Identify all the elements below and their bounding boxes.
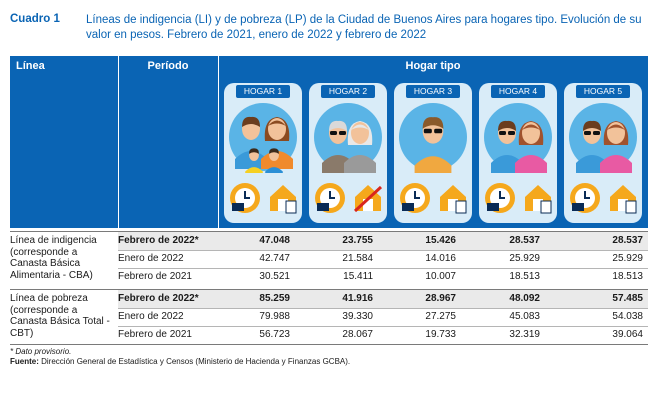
value-cell-hogar-2: 39.330 xyxy=(342,311,373,322)
clock-icon xyxy=(313,181,347,220)
household-icons xyxy=(566,179,640,219)
value-cell-hogar-3: 10.007 xyxy=(425,271,456,282)
table-bottom-border xyxy=(10,344,648,345)
value-cell-hogar-1: 42.747 xyxy=(259,253,290,264)
household-panel-3: HOGAR 3 xyxy=(394,83,472,223)
value-cell-hogar-2: 23.755 xyxy=(342,235,373,246)
clock-icon xyxy=(228,181,262,220)
source-text: Dirección General de Estadística y Censo… xyxy=(41,357,351,366)
value-cell-hogar-3: 28.967 xyxy=(425,293,456,304)
row-group-label: Línea de indigencia (corresponde a Canas… xyxy=(10,235,97,281)
header-hogar-tipo: Hogar tipo xyxy=(218,56,648,76)
value-cell-hogar-1: 56.723 xyxy=(259,329,290,340)
value-cell-hogar-3: 27.275 xyxy=(425,311,456,322)
household-members-illustration xyxy=(399,103,467,173)
header-household-panels: HOGAR 1 HOGAR 2 HOGAR 3 HOGAR 4 HOGAR 5 xyxy=(218,76,648,228)
clock-icon xyxy=(483,181,517,220)
household-members-illustration xyxy=(569,103,637,173)
caption-title: Líneas de indigencia (LI) y de pobreza (… xyxy=(86,14,642,41)
household-members-illustration xyxy=(314,103,382,173)
row-divider xyxy=(118,250,648,251)
row-divider xyxy=(118,326,648,327)
value-cell-hogar-5: 57.485 xyxy=(612,293,643,304)
household-members-illustration xyxy=(484,103,552,173)
header-linea-text: Línea xyxy=(16,60,45,72)
group-divider xyxy=(10,289,648,290)
header-periodo-text: Período xyxy=(147,60,189,72)
header-separator xyxy=(118,56,119,228)
household-panel-5: HOGAR 5 xyxy=(564,83,642,223)
clock-icon xyxy=(398,181,432,220)
row-divider xyxy=(118,308,648,309)
value-cell-hogar-5: 18.513 xyxy=(612,271,643,282)
household-panel-1: HOGAR 1 xyxy=(224,83,302,223)
value-cell-hogar-2: 21.584 xyxy=(342,253,373,264)
household-label: HOGAR 2 xyxy=(321,85,375,98)
household-panel-2: HOGAR 2 xyxy=(309,83,387,223)
household-icons xyxy=(481,179,555,219)
row-highlight xyxy=(118,232,648,250)
value-cell-hogar-3: 14.016 xyxy=(425,253,456,264)
header-hogar-tipo-text: Hogar tipo xyxy=(405,60,461,72)
household-icons xyxy=(311,179,385,219)
row-divider xyxy=(118,268,648,269)
value-cell-hogar-3: 15.426 xyxy=(425,235,456,246)
household-icons xyxy=(226,179,300,219)
value-cell-hogar-2: 28.067 xyxy=(342,329,373,340)
value-cell-hogar-1: 79.988 xyxy=(259,311,290,322)
value-cell-hogar-2: 41.916 xyxy=(342,293,373,304)
header-separator xyxy=(218,56,219,228)
value-cell-hogar-5: 39.064 xyxy=(612,329,643,340)
source-label: Fuente: xyxy=(10,357,39,366)
value-cell-hogar-3: 19.733 xyxy=(425,329,456,340)
value-cell-hogar-4: 48.092 xyxy=(509,293,540,304)
value-cell-hogar-4: 18.513 xyxy=(509,271,540,282)
house-icon xyxy=(266,181,300,220)
table-caption: Cuadro 1 Líneas de indigencia (LI) y de … xyxy=(10,10,660,50)
household-label: HOGAR 1 xyxy=(236,85,290,98)
house-icon xyxy=(521,181,555,220)
period-cell: Febrero de 2021 xyxy=(118,271,192,282)
caption-label: Cuadro 1 xyxy=(10,13,60,25)
no-rent-icon xyxy=(351,181,385,220)
source-note: Fuente: Dirección General de Estadística… xyxy=(10,357,350,366)
value-cell-hogar-5: 54.038 xyxy=(612,311,643,322)
header-body-left xyxy=(10,76,218,228)
value-cell-hogar-2: 15.411 xyxy=(343,271,373,282)
household-panel-4: HOGAR 4 xyxy=(479,83,557,223)
period-cell: Febrero de 2021 xyxy=(118,329,192,340)
value-cell-hogar-4: 32.319 xyxy=(509,329,540,340)
period-cell: Febrero de 2022* xyxy=(118,235,199,246)
house-icon xyxy=(606,181,640,220)
row-group-label: Línea de pobreza (corresponde a Canasta … xyxy=(10,293,110,339)
household-label: HOGAR 5 xyxy=(576,85,630,98)
group-divider xyxy=(10,231,648,232)
household-icons xyxy=(396,179,470,219)
footnote-provisional: * Dato provisorio. xyxy=(10,347,71,356)
value-cell-hogar-4: 28.537 xyxy=(509,235,540,246)
house-icon xyxy=(436,181,470,220)
household-label: HOGAR 4 xyxy=(491,85,545,98)
value-cell-hogar-4: 45.083 xyxy=(509,311,540,322)
household-label: HOGAR 3 xyxy=(406,85,460,98)
row-highlight xyxy=(118,290,648,308)
value-cell-hogar-1: 47.048 xyxy=(259,235,290,246)
period-cell: Enero de 2022 xyxy=(118,311,184,322)
period-cell: Febrero de 2022* xyxy=(118,293,199,304)
value-cell-hogar-1: 85.259 xyxy=(259,293,290,304)
footnote-text: * Dato provisorio. xyxy=(10,347,72,356)
value-cell-hogar-5: 25.929 xyxy=(612,253,643,264)
header-periodo: Período xyxy=(118,56,218,76)
value-cell-hogar-5: 28.537 xyxy=(612,235,643,246)
clock-icon xyxy=(568,181,602,220)
value-cell-hogar-4: 25.929 xyxy=(509,253,540,264)
household-members-illustration xyxy=(229,103,297,173)
value-cell-hogar-1: 30.521 xyxy=(259,271,290,282)
header-linea: Línea xyxy=(10,56,118,76)
period-cell: Enero de 2022 xyxy=(118,253,184,264)
